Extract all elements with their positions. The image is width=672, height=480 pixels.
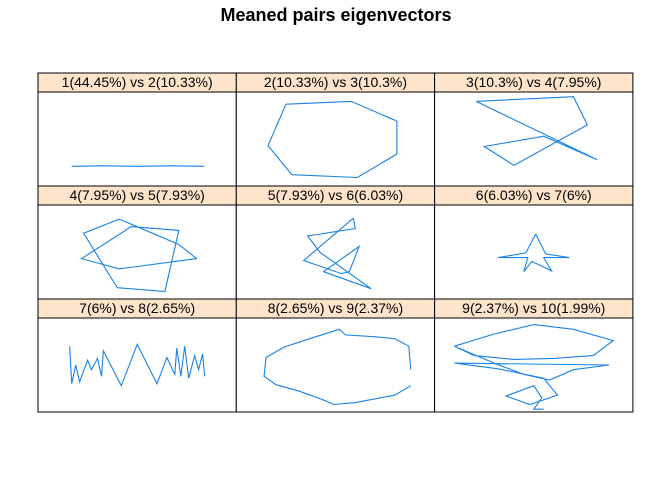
panel-label: 9(2.37%) vs 10(1.99%) <box>462 300 605 316</box>
panel-label: 8(2.65%) vs 9(2.37%) <box>268 300 403 316</box>
panel-label: 4(7.95%) vs 5(7.93%) <box>69 187 204 203</box>
series-line <box>498 233 570 273</box>
panel: 9(2.37%) vs 10(1.99%) <box>434 298 634 413</box>
panel-label: 5(7.93%) vs 6(6.03%) <box>268 187 403 203</box>
panel: 2(10.33%) vs 3(10.3%) <box>235 72 436 187</box>
panel-plot-area <box>235 317 436 413</box>
panel-label: 1(44.45%) vs 2(10.33%) <box>62 74 213 90</box>
series-line <box>475 96 598 166</box>
panel: 8(2.65%) vs 9(2.37%) <box>235 298 436 413</box>
series-line <box>454 324 615 410</box>
panel: 3(10.3%) vs 4(7.95%) <box>434 72 634 187</box>
panel-label: 7(6%) vs 8(2.65%) <box>79 300 195 316</box>
panel-plot-area <box>434 91 634 187</box>
panel: 6(6.03%) vs 7(6%) <box>434 185 634 300</box>
panel-plot-area <box>434 204 634 300</box>
series-line <box>263 328 412 406</box>
series-line <box>71 165 205 167</box>
panel-plot-area <box>235 91 436 187</box>
series-line <box>267 100 398 179</box>
panel-label: 3(10.3%) vs 4(7.95%) <box>466 74 601 90</box>
panel-plot-area <box>235 204 436 300</box>
panel-plot-area <box>37 91 237 187</box>
panel-label: 2(10.33%) vs 3(10.3%) <box>264 74 407 90</box>
panel: 1(44.45%) vs 2(10.33%) <box>37 72 237 187</box>
series-line <box>80 218 198 293</box>
panel-plot-area <box>37 317 237 413</box>
chart-title: Meaned pairs eigenvectors <box>220 5 452 25</box>
panel-label: 6(6.03%) vs 7(6%) <box>476 187 592 203</box>
panel: 4(7.95%) vs 5(7.93%) <box>37 185 237 300</box>
panel: 5(7.93%) vs 6(6.03%) <box>235 185 436 300</box>
panel: 7(6%) vs 8(2.65%) <box>37 298 237 413</box>
series-line <box>69 342 206 388</box>
series-line <box>302 217 372 290</box>
panel-plot-area <box>37 204 237 300</box>
